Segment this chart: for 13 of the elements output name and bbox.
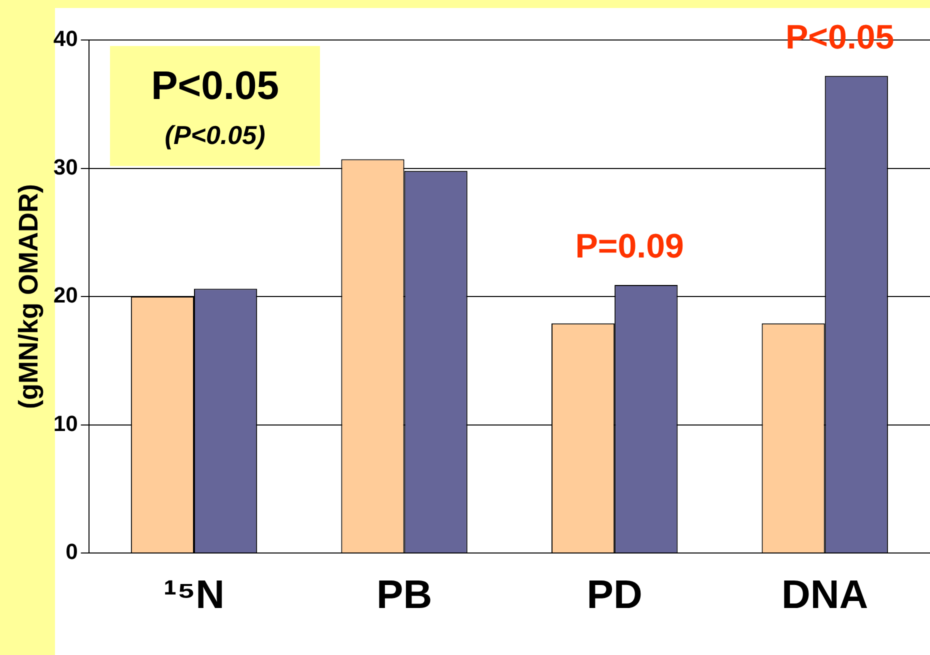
y-tick-label: 0 (66, 539, 78, 564)
x-tick-label: PB (376, 573, 432, 618)
y-axis-title: (gMN/kg OMADR) (14, 184, 44, 409)
annotation: P<0.05 (151, 64, 279, 108)
x-tick-label: PD (586, 573, 642, 618)
y-tick-label: 40 (53, 26, 78, 52)
annotation: (P<0.05) (164, 120, 266, 150)
x-tick-label: DNA (782, 573, 868, 618)
y-tick-label: 10 (53, 410, 78, 436)
y-tick-label: 30 (53, 154, 78, 180)
x-tick-label: ¹⁵N (164, 573, 225, 618)
annotation: P=0.09 (575, 227, 684, 266)
y-tick-label: 20 (53, 282, 78, 308)
